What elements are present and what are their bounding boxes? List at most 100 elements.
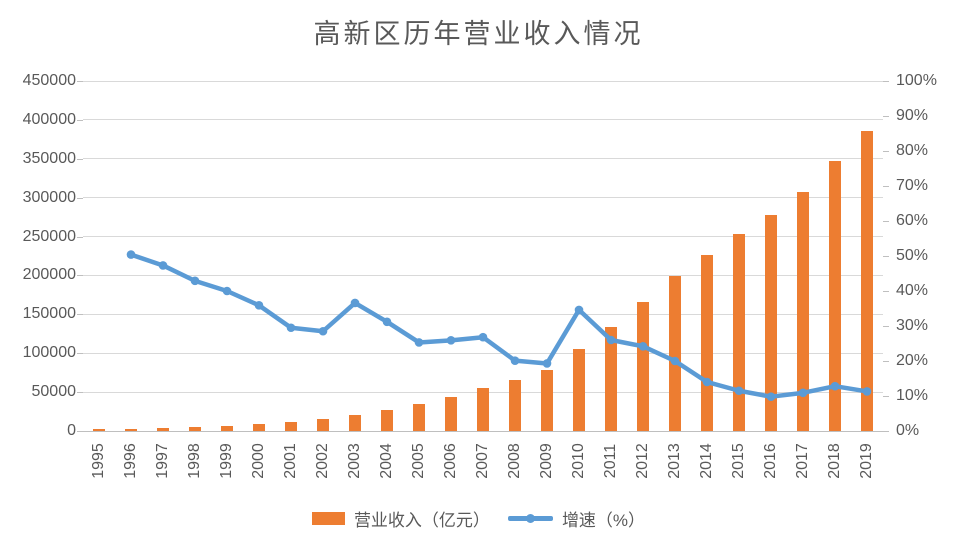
growth-marker-2000 xyxy=(254,301,264,310)
x-axis-label-2017: 2017 xyxy=(794,443,811,479)
revenue-bar-2014 xyxy=(701,254,713,431)
right-axis-tick xyxy=(883,291,889,292)
left-axis-tick-label: 250000 xyxy=(22,227,76,245)
right-axis-tick-label: 60% xyxy=(896,212,929,229)
right-axis-tick xyxy=(883,186,889,187)
left-axis-tick xyxy=(77,236,83,238)
revenue-legend-label: 营业收入（亿元） xyxy=(353,511,490,530)
revenue-bar-2002 xyxy=(317,419,329,431)
revenue-bar-1999 xyxy=(221,425,233,431)
chart-title: 高新区历年营业收入情况 xyxy=(313,19,644,49)
growth-legend-line-icon xyxy=(507,514,553,523)
revenue-bar-2009 xyxy=(541,369,553,431)
growth-marker-1999 xyxy=(222,286,232,296)
x-axis-label-1997: 1997 xyxy=(154,443,171,479)
x-axis-label-2001: 2001 xyxy=(282,443,299,479)
x-axis-label-2014: 2014 xyxy=(698,443,715,479)
growth-legend-label: 增速（%） xyxy=(561,511,646,530)
x-axis-label-2003: 2003 xyxy=(346,443,363,479)
x-axis-label-1998: 1998 xyxy=(186,443,203,479)
left-axis-tick xyxy=(77,314,83,316)
left-axis-tick-label: 300000 xyxy=(22,188,76,206)
gridline xyxy=(83,80,883,82)
left-axis-tick-label: 50000 xyxy=(31,383,77,401)
right-axis-tick xyxy=(883,431,889,432)
right-axis-tick xyxy=(883,151,889,152)
left-axis-tick-label: 150000 xyxy=(22,305,76,323)
revenue-bar-2001 xyxy=(285,421,297,431)
x-axis-label-2000: 2000 xyxy=(250,443,267,479)
left-axis-tick-label: 450000 xyxy=(22,72,76,89)
revenue-bar-2015 xyxy=(733,234,745,431)
x-axis-label-1995: 1995 xyxy=(90,443,107,479)
left-axis-tick xyxy=(77,197,83,199)
growth-marker-2009 xyxy=(542,359,552,368)
left-axis-tick xyxy=(77,392,83,394)
x-axis-label-2019: 2019 xyxy=(858,443,875,479)
revenue-bar-2011 xyxy=(605,327,617,431)
legend: 营业收入（亿元） 增速（%） xyxy=(0,506,957,531)
revenue-bar-2006 xyxy=(445,397,457,431)
right-axis-tick xyxy=(883,81,889,82)
x-axis-label-2011: 2011 xyxy=(602,443,619,479)
right-axis-tick-label: 90% xyxy=(896,107,929,124)
growth-marker-2006 xyxy=(446,336,456,345)
growth-marker-1998 xyxy=(190,276,200,286)
gridline xyxy=(83,197,883,199)
right-axis-tick xyxy=(883,221,889,222)
right-axis-tick xyxy=(883,116,889,117)
left-axis-tick-label: 200000 xyxy=(22,266,76,284)
right-axis-tick-label: 0% xyxy=(896,422,920,439)
revenue-bar-1996 xyxy=(125,429,137,431)
revenue-bar-2003 xyxy=(349,414,361,431)
right-axis-tick-label: 40% xyxy=(896,282,929,299)
left-axis-tick-label: 0 xyxy=(67,422,76,439)
left-axis-tick-label: 100000 xyxy=(22,344,76,362)
x-axis-label-2005: 2005 xyxy=(410,443,427,479)
left-axis-tick xyxy=(77,81,83,82)
left-axis-tick xyxy=(77,431,83,432)
x-axis-label-2010: 2010 xyxy=(570,443,587,479)
growth-marker-2004 xyxy=(382,317,392,327)
right-axis-tick xyxy=(883,396,889,397)
left-axis-tick xyxy=(77,119,83,121)
revenue-bar-2005 xyxy=(413,404,425,431)
revenue-bar-2019 xyxy=(861,130,873,431)
x-axis-label-2002: 2002 xyxy=(314,443,331,479)
gridline xyxy=(83,274,883,276)
gridline xyxy=(83,313,883,315)
right-axis-tick-label: 70% xyxy=(896,177,929,194)
right-axis-tick-label: 80% xyxy=(896,142,929,159)
revenue-bar-2000 xyxy=(253,423,265,431)
right-axis-tick-label: 30% xyxy=(896,317,929,334)
x-axis-label-2008: 2008 xyxy=(506,443,523,479)
growth-marker-2003 xyxy=(350,298,360,308)
x-axis-label-2006: 2006 xyxy=(442,443,459,479)
revenue-bar-2010 xyxy=(573,348,585,431)
revenue-legend-swatch-icon xyxy=(311,512,345,525)
gridline xyxy=(83,119,883,121)
left-axis-tick-label: 400000 xyxy=(22,110,76,128)
right-axis-tick-label: 100% xyxy=(896,72,937,89)
left-axis-tick xyxy=(77,158,83,160)
growth-marker-2005 xyxy=(414,338,424,347)
right-axis-tick xyxy=(883,361,889,362)
x-axis-label-2016: 2016 xyxy=(762,443,779,479)
growth-marker-1996 xyxy=(126,250,136,259)
revenue-bar-2007 xyxy=(477,388,489,431)
x-axis-label-2007: 2007 xyxy=(474,443,491,479)
left-axis-tick xyxy=(77,275,83,277)
revenue-bar-2016 xyxy=(765,215,777,431)
left-axis-tick xyxy=(77,353,83,355)
right-axis-tick-label: 50% xyxy=(896,247,929,264)
legend-item-growth: 增速（%） xyxy=(507,506,646,531)
revenue-bar-2018 xyxy=(829,161,841,431)
revenue-bar-1995 xyxy=(93,429,105,431)
revenue-bar-1998 xyxy=(189,427,201,431)
gridline xyxy=(83,352,883,354)
right-axis-tick xyxy=(883,256,889,257)
x-axis-label-1996: 1996 xyxy=(122,443,139,479)
x-axis-label-2018: 2018 xyxy=(826,443,843,479)
revenue-bar-2017 xyxy=(797,191,809,431)
